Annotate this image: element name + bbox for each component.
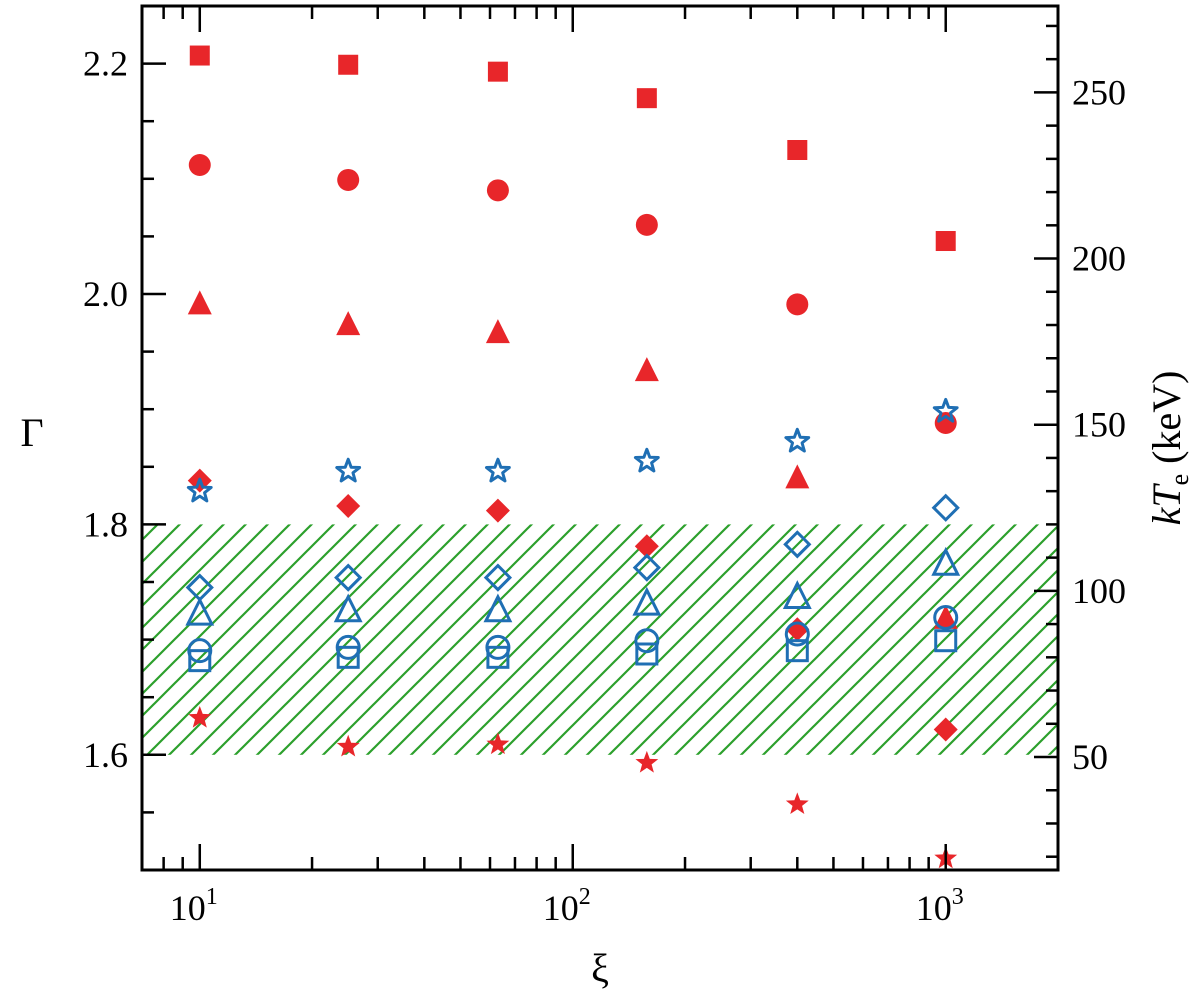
data-point xyxy=(933,717,958,742)
y-left-tick-label: 1.8 xyxy=(83,504,128,544)
data-point xyxy=(485,457,511,483)
data-point xyxy=(634,357,659,382)
data-point xyxy=(336,311,361,336)
data-point xyxy=(933,604,959,630)
x-tick-label: 102 xyxy=(543,884,591,928)
data-point xyxy=(336,734,360,757)
data-point xyxy=(785,639,809,663)
data-point xyxy=(338,54,359,75)
plot-frame xyxy=(140,4,1060,872)
data-point xyxy=(632,553,661,582)
data-point xyxy=(635,750,659,773)
series-left-triangle-filled xyxy=(187,290,958,629)
x-tick-label: 101 xyxy=(170,884,218,928)
data-point xyxy=(932,397,959,423)
series-left-diamond-filled xyxy=(187,468,958,742)
data-point xyxy=(933,604,958,629)
data-point xyxy=(187,290,212,315)
data-point xyxy=(186,477,213,503)
data-point xyxy=(189,45,210,66)
data-point xyxy=(782,580,812,610)
series-right-triangle-open xyxy=(185,546,961,626)
data-point xyxy=(786,293,809,316)
data-point xyxy=(337,168,360,191)
data-point xyxy=(634,534,659,559)
data-point xyxy=(486,179,509,202)
data-point xyxy=(785,792,809,815)
data-point xyxy=(483,563,513,592)
y-right-tick-label: 100 xyxy=(1072,571,1126,611)
data-point xyxy=(635,642,659,666)
y-left-axis-title: Γ xyxy=(20,410,43,455)
data-point xyxy=(336,645,360,669)
data-point xyxy=(334,563,363,592)
y-right-tick-label: 50 xyxy=(1072,737,1108,777)
data-point xyxy=(931,493,960,522)
y-right-tick-label: 150 xyxy=(1072,405,1126,445)
data-point xyxy=(185,596,215,626)
data-point xyxy=(335,457,362,483)
y-right-tick-label: 200 xyxy=(1072,239,1126,279)
data-point xyxy=(785,464,810,489)
y-right-tick-label: 250 xyxy=(1072,72,1126,112)
series-left-square-filled xyxy=(189,45,956,252)
data-point xyxy=(784,427,811,453)
y-right-axis-title: kTe (keV) xyxy=(1144,371,1194,526)
data-point xyxy=(635,213,658,236)
data-point xyxy=(634,628,660,654)
data-point xyxy=(188,153,211,176)
data-point xyxy=(188,705,212,728)
series-left-circle-filled xyxy=(188,153,957,435)
data-point xyxy=(632,586,662,616)
data-point xyxy=(783,530,812,559)
data-point xyxy=(333,593,363,623)
y-left-tick-label: 2.0 xyxy=(83,274,128,314)
data-point xyxy=(636,88,657,109)
data-point xyxy=(486,645,510,669)
hatched-band xyxy=(142,524,1058,755)
data-point xyxy=(931,546,961,576)
data-point xyxy=(487,61,508,82)
x-tick-label: 103 xyxy=(916,884,964,928)
series-right-square-open xyxy=(188,629,958,673)
data-point xyxy=(787,140,808,160)
y-left-tick-label: 2.2 xyxy=(83,44,128,84)
data-point xyxy=(485,319,510,344)
data-point xyxy=(935,231,956,252)
data-point xyxy=(633,447,660,473)
data-point xyxy=(336,493,361,518)
data-point xyxy=(784,621,810,647)
data-point xyxy=(934,629,958,653)
y-left-tick-label: 1.6 xyxy=(83,735,128,775)
data-point xyxy=(483,593,513,623)
series-right-star-open xyxy=(186,397,959,503)
x-axis-title: ξ xyxy=(591,946,609,991)
data-point xyxy=(485,498,510,523)
data-point xyxy=(188,649,212,673)
data-point xyxy=(486,732,510,755)
